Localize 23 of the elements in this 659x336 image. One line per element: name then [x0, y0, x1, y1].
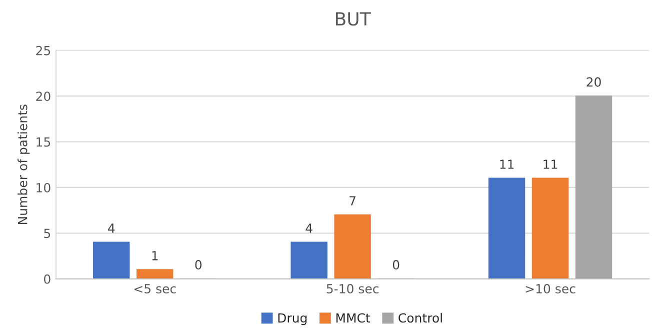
- data-label: 4: [306, 224, 312, 233]
- y-tick-label: 20: [36, 92, 50, 102]
- legend-label: MMCt: [336, 313, 370, 323]
- x-tick-label: >10 sec: [526, 284, 576, 294]
- x-tick-label: <5 sec: [134, 284, 176, 294]
- x-tick-label: 5-10 sec: [326, 284, 378, 294]
- data-label: 11: [544, 160, 558, 169]
- data-label: 1: [152, 251, 158, 260]
- y-axis-title: Number of patients: [18, 104, 30, 224]
- y-tick-label: 15: [36, 137, 50, 147]
- y-tick-label: 5: [44, 228, 50, 238]
- data-label: 4: [108, 224, 115, 233]
- data-label: 20: [586, 77, 601, 87]
- data-label: 0: [392, 260, 400, 270]
- y-tick-label: 10: [36, 182, 50, 192]
- y-tick-label: 25: [36, 46, 50, 56]
- chart-title: BUT: [336, 12, 371, 26]
- data-label: 11: [500, 160, 514, 169]
- legend-label: Control: [398, 312, 442, 323]
- y-tick-label: 0: [44, 274, 50, 284]
- legend-label: Drug: [278, 313, 307, 326]
- data-label: 7: [350, 196, 356, 206]
- data-label: 0: [195, 260, 202, 270]
